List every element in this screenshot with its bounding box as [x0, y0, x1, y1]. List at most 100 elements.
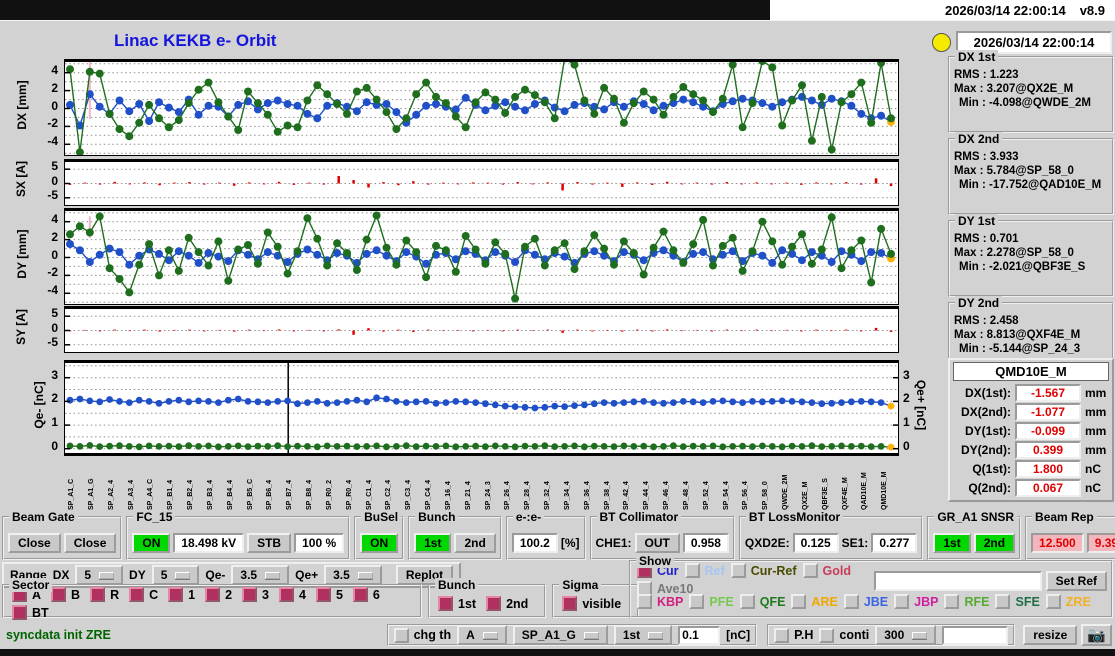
range-qe-plus-dropdown[interactable]: 3.5 [324, 565, 382, 585]
ref-file-input[interactable] [873, 571, 1042, 591]
sector-checkbox-4[interactable]: 4 [278, 587, 306, 602]
sx-chart[interactable] [64, 159, 899, 206]
show-checkbox-sfe[interactable]: SFE [995, 594, 1040, 609]
sx-axis-label: SX [A] [14, 161, 28, 197]
show-checkbox-zre[interactable]: ZRE [1045, 594, 1091, 609]
checkbox-box[interactable] [791, 594, 807, 609]
checkbox-label: SFE [1015, 594, 1040, 609]
bunch-checkbox-2nd[interactable]: 2nd [486, 596, 528, 611]
acquisition-panel: P.H conti 300 [767, 624, 1016, 646]
show-checkbox-jbp[interactable]: JBP [894, 594, 938, 609]
bunch-select-title: Bunch [415, 510, 459, 524]
beam-gate-close-button-1[interactable]: Close [8, 533, 61, 553]
th-select-dropdown[interactable]: A [457, 625, 507, 645]
show-checkbox-pfe[interactable]: PFE [689, 594, 734, 609]
count-select-dropdown[interactable]: 300 [875, 625, 937, 645]
checkbox-box[interactable] [168, 587, 184, 602]
checkbox-box[interactable] [684, 563, 700, 578]
checkbox-box[interactable] [438, 596, 453, 611]
range-dy-dropdown[interactable]: 5 [151, 565, 200, 585]
y-tick-label: 3 [51, 367, 58, 382]
checkbox-box[interactable] [995, 594, 1011, 609]
show-checkbox-qfe[interactable]: QFE [739, 594, 785, 609]
show-checkbox-jbe[interactable]: JBE [843, 594, 888, 609]
range-dx-dropdown[interactable]: 5 [75, 565, 124, 585]
show-checkbox-cur-ref[interactable]: Cur-Ref [730, 563, 797, 578]
checkbox-box[interactable] [739, 594, 755, 609]
bunch-checkbox-1st[interactable]: 1st [438, 596, 476, 611]
sy-chart[interactable] [64, 306, 899, 353]
bunch-select-dropdown[interactable]: 1st [613, 625, 673, 645]
bpm-label: QXF4E_M [841, 477, 849, 510]
checkbox-box[interactable] [315, 587, 331, 602]
checkbox-box[interactable] [129, 587, 145, 602]
show-row-1: Cur Ref Cur-Ref Gold Ave10 Set Ref [637, 563, 1107, 596]
checkbox-box[interactable] [278, 587, 294, 602]
sector-checkbox-c[interactable]: C [129, 587, 158, 602]
resize-button[interactable]: resize [1023, 625, 1078, 645]
checkbox-label: 6 [372, 587, 380, 602]
chg-th-checkbox[interactable]: chg th [393, 627, 451, 643]
y-tick-label: -5 [47, 187, 58, 202]
checkbox-box[interactable] [352, 587, 368, 602]
checkbox-box[interactable] [819, 627, 835, 643]
sector-checkbox-6[interactable]: 6 [352, 587, 380, 602]
checkbox-box[interactable] [894, 594, 910, 609]
gr-a1-2nd-button[interactable]: 2nd [973, 533, 1016, 553]
checkbox-label: ZRE [1065, 594, 1091, 609]
fc15-stb-button[interactable]: STB [247, 533, 292, 553]
busel-on-button[interactable]: ON [360, 533, 399, 553]
dy-chart[interactable] [64, 208, 899, 305]
sigma-checkbox-visible[interactable]: visible [562, 596, 621, 611]
sector-checkbox-2[interactable]: 2 [205, 587, 232, 602]
show-checkbox-gold[interactable]: Gold [802, 563, 851, 578]
set-ref-button[interactable]: Set Ref [1045, 571, 1107, 591]
checkbox-box[interactable] [486, 596, 502, 611]
dy-axis-label: DY [mm] [15, 229, 29, 279]
checkbox-box[interactable] [51, 587, 67, 602]
bunch-1st-button[interactable]: 1st [414, 533, 452, 553]
checkbox-box[interactable] [730, 563, 746, 578]
checkbox-box[interactable] [689, 594, 705, 609]
sector-checkbox-5[interactable]: 5 [315, 587, 343, 602]
qe-chart[interactable] [64, 360, 899, 456]
range-qe-minus-label: Qe- [205, 568, 226, 582]
sector-checkbox-b[interactable]: B [51, 587, 80, 602]
che1-state-button[interactable]: OUT [634, 533, 680, 553]
camera-icon[interactable]: 📷 [1081, 624, 1112, 646]
sector-checkbox-3[interactable]: 3 [242, 587, 269, 602]
checkbox-box[interactable] [242, 587, 258, 602]
checkbox-box[interactable] [90, 587, 106, 602]
fc15-on-button[interactable]: ON [132, 533, 171, 553]
extra-input[interactable] [942, 625, 1009, 645]
range-qe-minus-dropdown[interactable]: 3.5 [231, 565, 290, 585]
device-select-dropdown[interactable]: SP_A1_G [512, 625, 608, 645]
beam-gate-group: Beam Gate Close Close [2, 510, 123, 560]
conti-checkbox[interactable]: conti [819, 627, 869, 643]
threshold-value-input[interactable] [678, 625, 721, 645]
sector-checkbox-bt[interactable]: BT [12, 605, 49, 620]
sector-checkbox-r[interactable]: R [90, 587, 119, 602]
checkbox-box[interactable] [774, 627, 790, 643]
show-checkbox-rfe[interactable]: RFE [944, 594, 989, 609]
show-checkbox-ref[interactable]: Ref [684, 563, 725, 578]
show-checkbox-are[interactable]: ARE [791, 594, 838, 609]
sector-checkbox-1[interactable]: 1 [168, 587, 195, 602]
dx-chart[interactable] [64, 59, 899, 156]
gr-a1-1st-button[interactable]: 1st [933, 533, 971, 553]
se1-label: SE1: [841, 536, 869, 550]
checkbox-box[interactable] [637, 594, 652, 609]
checkbox-box[interactable] [843, 594, 859, 609]
checkbox-box[interactable] [205, 587, 221, 602]
ph-checkbox[interactable]: P.H [774, 627, 813, 643]
checkbox-box[interactable] [802, 563, 818, 578]
checkbox-box[interactable] [12, 605, 27, 620]
beam-gate-close-button-2[interactable]: Close [63, 533, 117, 553]
checkbox-box[interactable] [562, 596, 578, 611]
checkbox-box[interactable] [944, 594, 960, 609]
checkbox-box[interactable] [393, 627, 409, 643]
qe-plus-yticks: 3 2 1 0 [901, 360, 925, 453]
show-checkbox-kbp[interactable]: KBP [637, 594, 683, 609]
bunch-2nd-button[interactable]: 2nd [454, 533, 496, 553]
checkbox-box[interactable] [1045, 594, 1061, 609]
